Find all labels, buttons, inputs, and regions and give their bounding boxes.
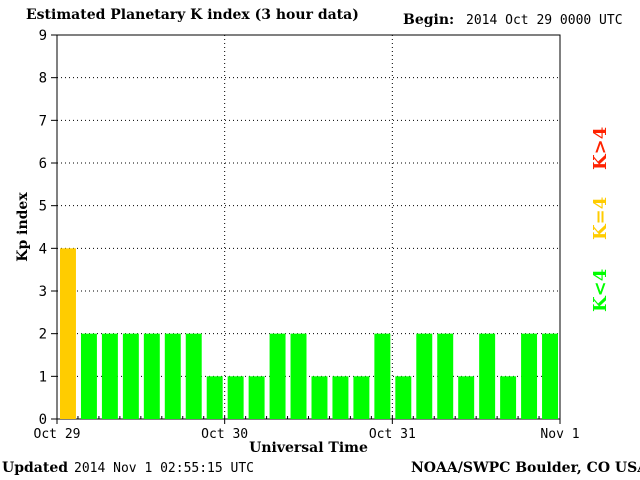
x-tick-label: Oct 30 — [201, 427, 248, 442]
kp-bar — [311, 376, 328, 419]
y-tick-label: 4 — [39, 241, 47, 257]
x-tick-label: Nov 1 — [540, 427, 579, 442]
kp-bar — [332, 376, 349, 419]
y-tick-label: 7 — [39, 113, 47, 129]
kp-bar — [437, 333, 454, 419]
legend-equal: K=4 — [590, 196, 611, 240]
y-axis-title: Kp index — [15, 192, 31, 262]
y-tick-label: 5 — [39, 199, 47, 215]
kp-bar — [269, 333, 286, 419]
chart-title: Estimated Planetary K index (3 hour data… — [26, 7, 359, 23]
kp-bar — [248, 376, 265, 419]
kp-bar — [395, 376, 412, 419]
y-tick-label: 3 — [39, 284, 47, 300]
kp-bar — [122, 333, 139, 419]
kp-bar — [416, 333, 433, 419]
kp-bar — [206, 376, 223, 419]
kp-bar — [353, 376, 370, 419]
kp-bar — [479, 333, 496, 419]
begin-label: Begin: — [403, 12, 455, 28]
kp-bar — [542, 333, 558, 419]
y-tick-label: 0 — [39, 412, 47, 428]
begin-value: 2014 Oct 29 0000 UTC — [466, 13, 623, 28]
source-credit: NOAA/SWPC Boulder, CO USA — [411, 460, 640, 476]
updated-value: 2014 Nov 1 02:55:15 UTC — [74, 461, 255, 476]
kp-bar — [80, 333, 97, 419]
legend-above: K>4 — [590, 126, 611, 170]
kp-bar — [374, 333, 391, 419]
kp-bar — [185, 333, 202, 419]
kp-bar — [500, 376, 517, 419]
y-tick-label: 6 — [39, 156, 47, 172]
x-tick-label: Oct 29 — [34, 427, 81, 442]
y-tick-label: 2 — [39, 327, 47, 343]
kp-bar — [101, 333, 118, 419]
kp-bar — [521, 333, 538, 419]
updated-label: Updated — [2, 460, 69, 476]
kp-bar — [290, 333, 307, 419]
kp-bar — [227, 376, 244, 419]
x-axis-title: Universal Time — [249, 440, 368, 456]
x-tick-label: Oct 31 — [369, 427, 416, 442]
y-tick-label: 1 — [39, 369, 47, 385]
kp-bar — [458, 376, 475, 419]
kp-bar — [143, 333, 160, 419]
kp-bar — [164, 333, 181, 419]
kp-bar — [60, 248, 76, 419]
y-tick-label: 8 — [39, 71, 47, 87]
legend-below: K<4 — [590, 268, 611, 312]
y-tick-label: 9 — [39, 28, 47, 44]
